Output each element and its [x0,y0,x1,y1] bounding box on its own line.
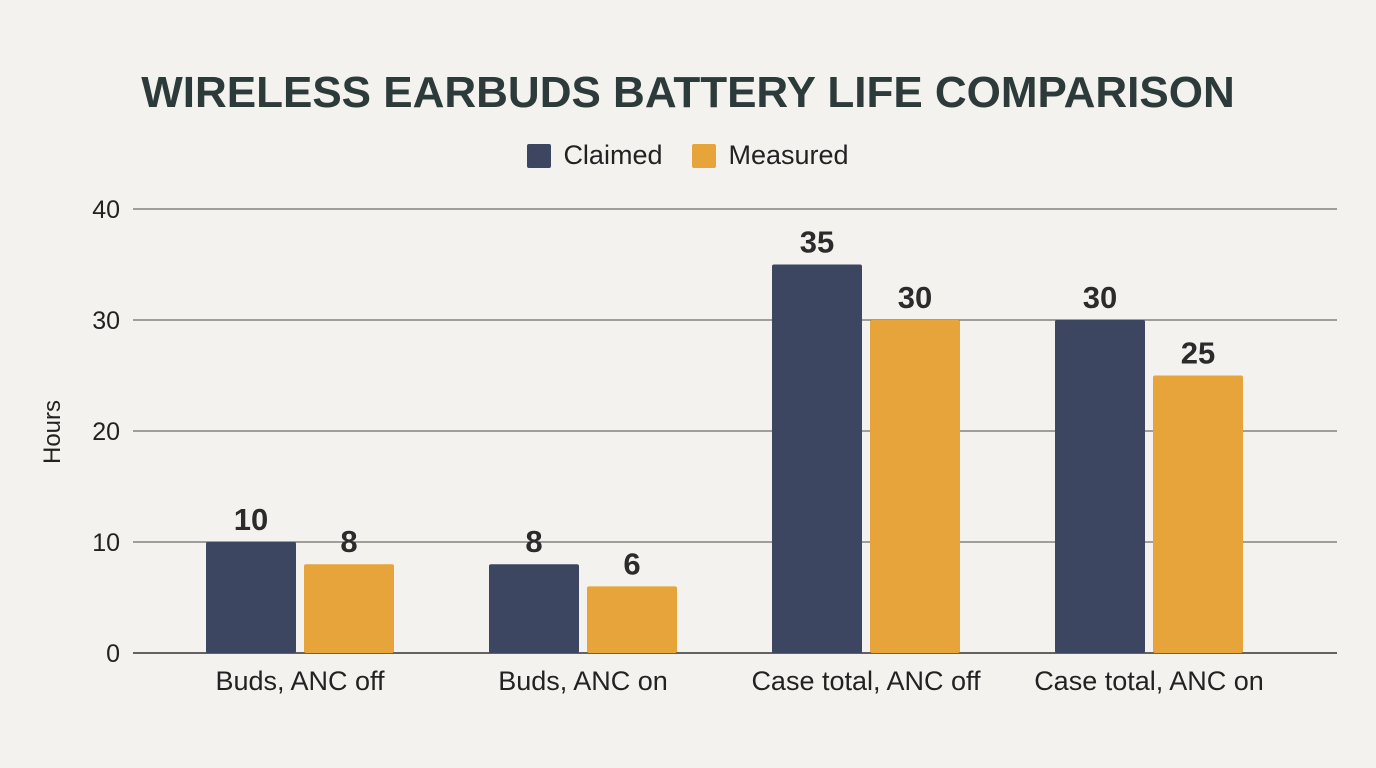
bar-measured-1 [587,586,677,653]
legend-label-measured: Measured [728,140,849,170]
chart-title: WIRELESS EARBUDS BATTERY LIFE COMPARISON [141,68,1235,117]
bar-claimed-1 [489,564,579,653]
x-tick-label-1: Buds, ANC on [498,666,668,696]
data-label-claimed-2: 35 [800,225,834,260]
data-label-measured-3: 25 [1181,336,1215,371]
data-label-claimed-3: 30 [1083,280,1117,315]
data-label-claimed-1: 8 [525,524,542,559]
legend: Claimed Measured [0,140,1376,171]
legend-item-claimed: Claimed [527,140,662,171]
bar-claimed-3 [1055,320,1145,653]
data-label-measured-2: 30 [898,280,932,315]
legend-swatch-claimed [527,143,552,168]
y-tick-label-40: 40 [92,196,120,224]
y-tick-label-20: 20 [92,418,120,446]
x-tick-label-2: Case total, ANC off [751,666,981,696]
data-label-measured-1: 6 [623,546,640,581]
bar-measured-0 [304,564,394,653]
bar-claimed-2 [772,264,862,653]
y-axis-label: Hours [39,400,66,464]
y-tick-label-30: 30 [92,307,120,335]
y-tick-label-0: 0 [106,640,120,668]
y-tick-label-10: 10 [92,529,120,557]
bar-measured-2 [870,320,960,653]
legend-item-measured: Measured [692,140,849,171]
x-tick-label-0: Buds, ANC off [215,666,385,696]
legend-label-claimed: Claimed [563,140,663,170]
data-label-measured-0: 8 [340,524,357,559]
data-label-claimed-0: 10 [234,502,268,537]
bar-claimed-0 [206,542,296,653]
x-tick-label-3: Case total, ANC on [1034,666,1264,696]
legend-swatch-measured [692,143,717,168]
bar-measured-3 [1153,375,1243,653]
